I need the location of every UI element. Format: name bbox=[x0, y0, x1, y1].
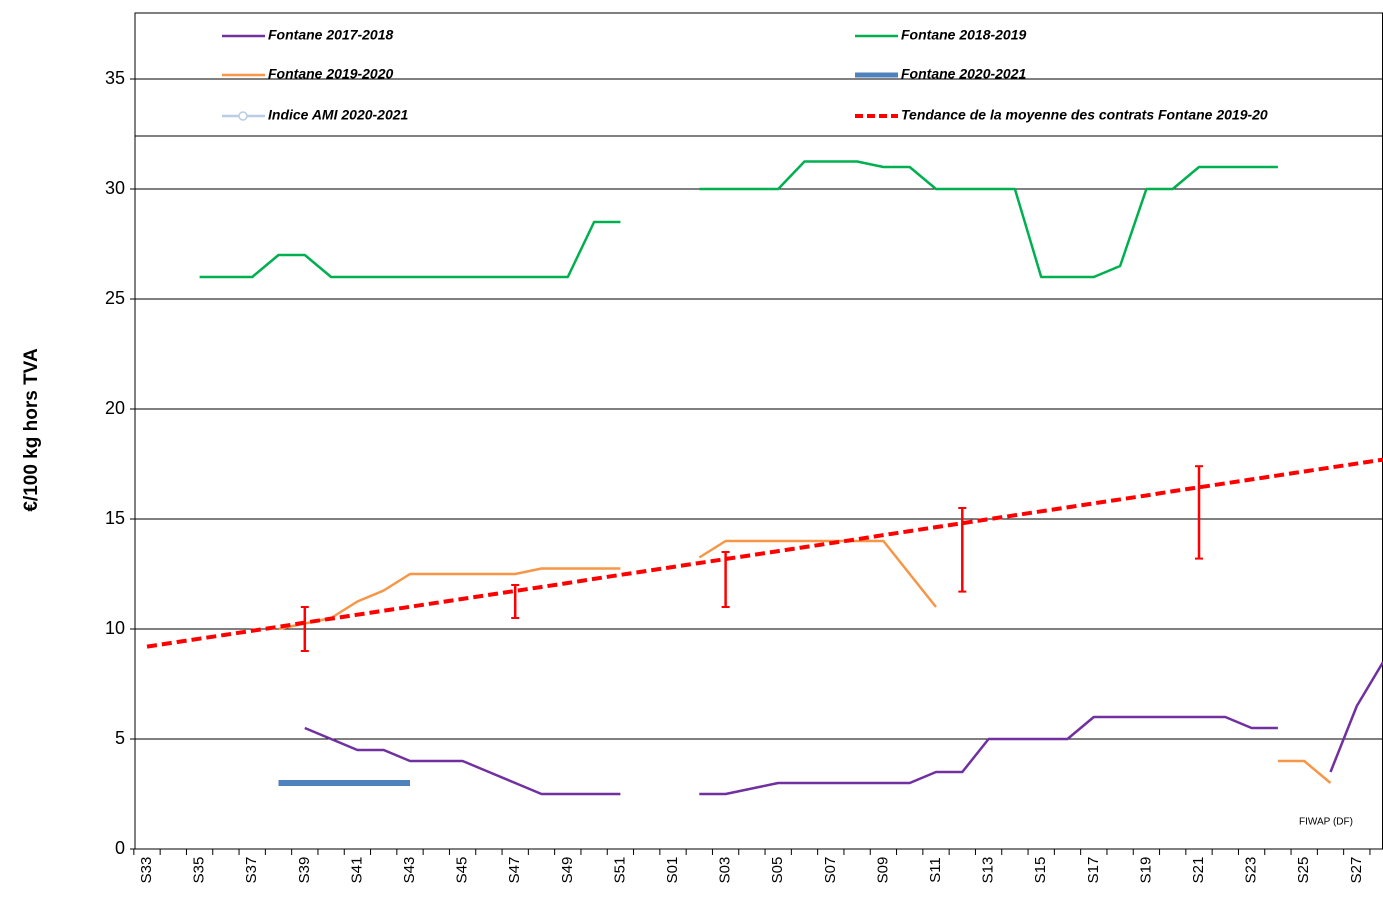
series-line bbox=[278, 539, 1332, 784]
legend-label: Tendance de la moyenne des contrats Font… bbox=[901, 107, 1268, 123]
y-tick-label: 0 bbox=[115, 838, 125, 858]
legend-label: Indice AMI 2020-2021 bbox=[268, 107, 409, 123]
x-tick-label: S37 bbox=[243, 857, 260, 884]
x-tick-label: S39 bbox=[296, 857, 313, 884]
plot-frame bbox=[134, 12, 1383, 850]
y-tick-label: 5 bbox=[115, 728, 125, 748]
y-tick-label: 15 bbox=[105, 508, 125, 528]
y-axis-label: €/100 kg hors TVA bbox=[21, 348, 42, 512]
x-tick-label: S25 bbox=[1295, 857, 1312, 884]
legend-label: Fontane 2017-2018 bbox=[268, 27, 393, 43]
x-tick-label: S11 bbox=[927, 857, 944, 883]
x-tick-label: S01 bbox=[664, 857, 681, 884]
x-tick-label: S49 bbox=[559, 857, 576, 884]
annotation: FIWAP (DF) bbox=[1299, 817, 1353, 828]
legend-label: Fontane 2019-2020 bbox=[268, 66, 393, 82]
x-tick-label: S03 bbox=[717, 857, 734, 884]
x-tick-label: S51 bbox=[611, 857, 628, 884]
series-line bbox=[146, 457, 1383, 649]
legend-label: Fontane 2020-2021 bbox=[901, 66, 1026, 82]
x-tick-label: S19 bbox=[1137, 857, 1154, 884]
x-tick-label: S27 bbox=[1348, 857, 1365, 884]
series-line bbox=[199, 160, 1278, 279]
x-tick-label: S13 bbox=[980, 857, 997, 884]
x-tick-label: S47 bbox=[506, 857, 523, 884]
x-tick-label: S09 bbox=[874, 857, 891, 884]
x-tick-label: S07 bbox=[822, 857, 839, 884]
x-tick-label: S17 bbox=[1085, 857, 1102, 884]
legend-label: Fontane 2018-2019 bbox=[901, 27, 1026, 43]
x-tick-label: S21 bbox=[1190, 857, 1207, 884]
series-line bbox=[304, 661, 1383, 796]
legend-marker bbox=[238, 111, 248, 121]
x-tick-label: S41 bbox=[348, 857, 365, 884]
x-tick-label: S05 bbox=[769, 857, 786, 884]
y-tick-label: 20 bbox=[105, 398, 125, 418]
x-tick-label: S15 bbox=[1032, 857, 1049, 884]
x-tick-label: S33 bbox=[138, 857, 155, 884]
x-tick-label: S35 bbox=[191, 857, 208, 884]
y-tick-label: 10 bbox=[105, 618, 125, 638]
x-tick-label: S45 bbox=[454, 857, 471, 884]
y-tick-label: 30 bbox=[105, 178, 125, 198]
x-tick-label: S43 bbox=[401, 857, 418, 884]
y-tick-label: 25 bbox=[105, 288, 125, 308]
x-tick-label: S23 bbox=[1243, 857, 1260, 884]
y-tick-label: 35 bbox=[105, 68, 125, 88]
